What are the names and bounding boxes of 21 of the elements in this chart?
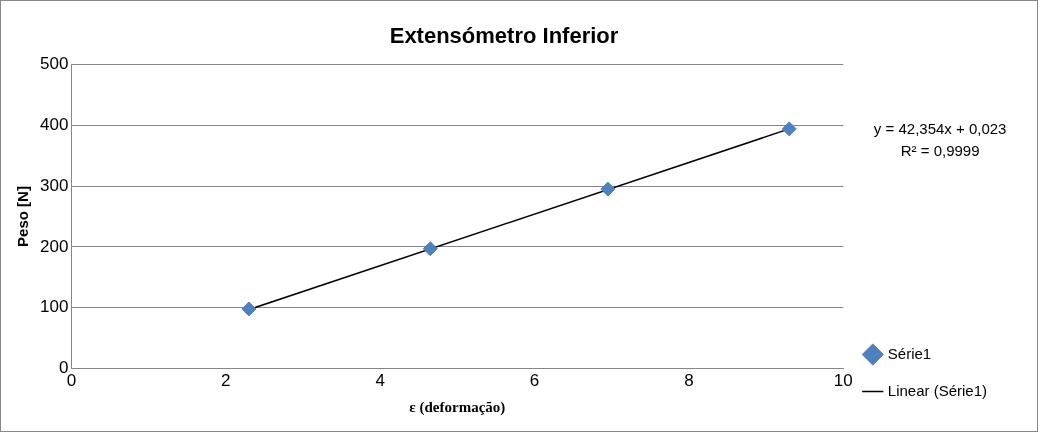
point — [241, 301, 257, 317]
chart-title: Extensómetro Inferior — [389, 23, 619, 49]
x-tick-label: 10 — [833, 371, 853, 391]
x-axis-title: ε (deformação) — [409, 398, 506, 416]
x-tick-label: 2 — [221, 371, 231, 391]
x-tick-label: 8 — [684, 371, 694, 391]
text: R² = 0,9999 — [900, 142, 980, 160]
point — [781, 121, 797, 137]
y-tick-label: 200 — [39, 236, 69, 256]
y-tick-label: 300 — [39, 175, 69, 195]
legend-label: Linear (Série1) — [887, 381, 987, 399]
point — [422, 241, 438, 257]
x-tick-label: 6 — [529, 371, 540, 391]
y-tick-label: 500 — [39, 54, 69, 74]
text: y = 42,354x + 0,023 — [873, 120, 1007, 138]
legend-label: Série1 — [887, 344, 932, 362]
x-tick-label: 4 — [375, 371, 385, 391]
y-tick-label: 100 — [39, 297, 69, 317]
y-tick-label: 400 — [39, 114, 69, 134]
y-axis-title: Peso [N] — [14, 186, 32, 247]
point — [600, 181, 616, 197]
